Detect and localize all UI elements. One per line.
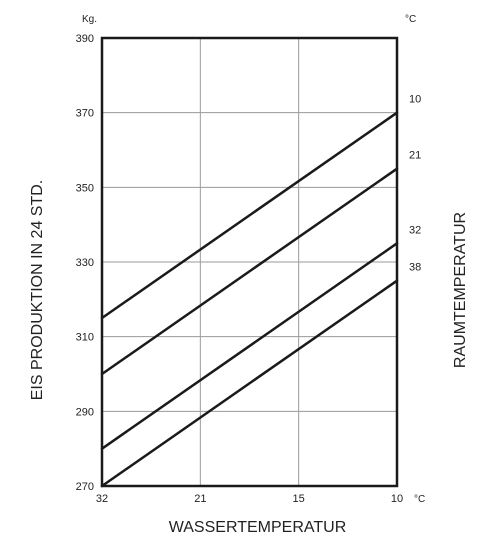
- x-unit: °C: [414, 494, 425, 505]
- series-line-38: [100, 279, 399, 488]
- y-tick-label: 330: [76, 257, 94, 269]
- x-axis-title: WASSERTEMPERATUR: [169, 519, 347, 536]
- grid: [102, 38, 397, 486]
- y-tick-label: 270: [76, 481, 94, 493]
- y-tick-label: 390: [76, 33, 94, 45]
- series-labels: 10 21 32 38: [409, 94, 421, 274]
- y-tick-label: 290: [76, 406, 94, 418]
- series-line-10: [100, 111, 399, 320]
- y-tick-label: 350: [76, 182, 94, 194]
- series-label-38: 38: [409, 262, 421, 274]
- series-lines: [100, 111, 399, 488]
- series-label-21: 21: [409, 150, 421, 162]
- x-tick-label: 10: [391, 493, 403, 505]
- right-unit: °C: [405, 14, 416, 25]
- y-tick-label: 310: [76, 332, 94, 344]
- x-tick-labels: 32 21 15 10: [96, 493, 403, 505]
- right-axis-title: RAUMTEMPERATUR: [452, 212, 469, 368]
- y-axis-title: EIS PRODUKTION IN 24 STD.: [29, 180, 46, 400]
- x-tick-label: 15: [293, 493, 305, 505]
- y-unit: Kg.: [82, 14, 97, 25]
- series-label-10: 10: [409, 94, 421, 106]
- x-tick-label: 32: [96, 493, 108, 505]
- x-tick-label: 21: [194, 493, 206, 505]
- y-tick-labels: 270 290 310 330 350 370 390: [76, 33, 94, 493]
- y-tick-label: 370: [76, 108, 94, 120]
- series-line-21: [100, 167, 399, 376]
- plot-frame: [100, 36, 399, 488]
- series-label-32: 32: [409, 224, 421, 236]
- series-line-32: [100, 242, 399, 450]
